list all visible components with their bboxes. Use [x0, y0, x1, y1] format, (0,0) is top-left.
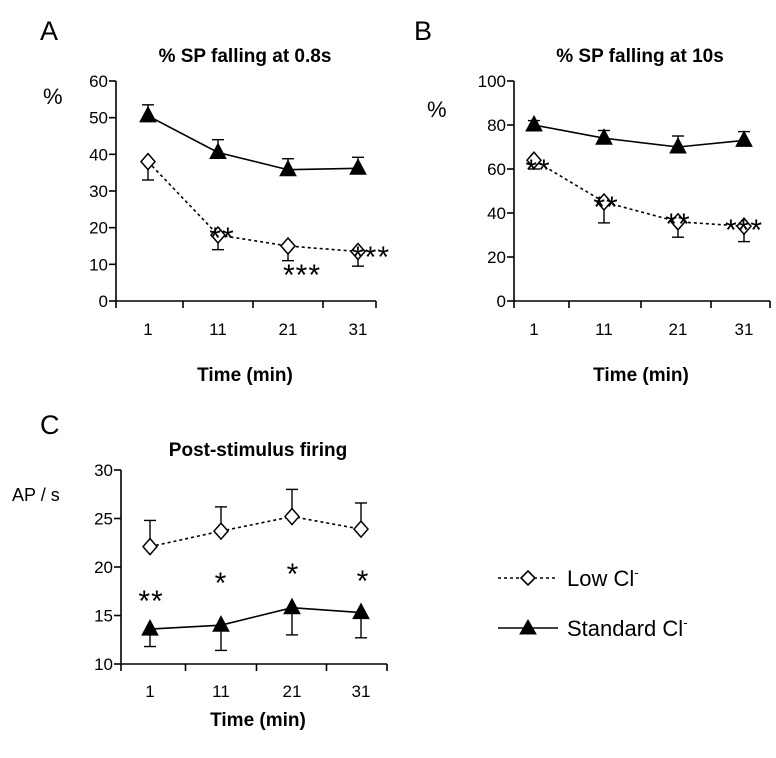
y-tick-label: 30: [94, 461, 113, 480]
standard-cl-point: [669, 136, 687, 154]
standard-cl-point: [141, 619, 159, 636]
panel-a-y-label: %: [43, 84, 63, 109]
low-cl-line: [147, 161, 359, 253]
panel-a-letter: A: [40, 16, 58, 46]
standard-cl-line: [147, 115, 359, 171]
low-cl-point: [353, 520, 369, 539]
panel-b-x-title: Time (min): [593, 365, 689, 386]
x-tick-label: 11: [595, 320, 613, 339]
x-tick-label: 1: [143, 320, 152, 339]
y-tick-label: 40: [487, 204, 506, 223]
x-tick-label: 31: [735, 320, 754, 339]
y-tick-label: 10: [94, 655, 113, 674]
panel-c-x-title: Time (min): [210, 710, 306, 731]
low-cl-point: [350, 242, 366, 261]
x-tick-label: 21: [279, 320, 298, 339]
y-tick-label: 25: [94, 510, 113, 529]
significance-label: **: [525, 154, 550, 187]
significance-label: **: [593, 191, 618, 224]
legend-low-label: Low Cl-: [567, 565, 639, 591]
standard-cl-point: [735, 130, 753, 147]
low-cl-point: [284, 507, 300, 526]
x-tick-label: 31: [349, 320, 368, 339]
x-tick-label: 1: [145, 682, 154, 701]
y-tick-label: 20: [487, 248, 506, 267]
panel-b-y-label: %: [427, 97, 447, 122]
significance-label: **: [209, 222, 234, 255]
significance-label: ***: [352, 241, 390, 274]
panel-a-x-title: Time (min): [197, 365, 293, 386]
y-tick-label: 10: [89, 255, 108, 274]
panel-c-title: Post-stimulus firing: [169, 440, 347, 461]
y-tick-label: 60: [487, 160, 506, 179]
low-cl-point: [280, 236, 296, 256]
standard-cl-point: [212, 615, 230, 632]
standard-cl-point: [595, 128, 613, 145]
y-tick-label: 15: [94, 607, 113, 626]
legend-low-marker: [519, 569, 537, 587]
legend-std-label: Standard Cl-: [567, 615, 688, 641]
standard-cl-point: [525, 114, 543, 132]
low-cl-line: [149, 515, 362, 548]
low-cl-point: [142, 537, 158, 556]
legend-std-marker: [519, 618, 537, 635]
low-cl-point: [670, 212, 686, 231]
y-tick-label: 0: [497, 292, 506, 311]
y-tick-label: 40: [89, 145, 108, 164]
y-tick-label: 80: [487, 116, 506, 135]
significance-label: *: [357, 565, 370, 598]
standard-cl-point: [352, 602, 370, 620]
y-tick-label: 30: [89, 182, 108, 201]
significance-label: *: [215, 567, 228, 600]
panel-b-title: % SP falling at 10s: [556, 46, 724, 67]
low-cl-point: [210, 225, 226, 245]
y-tick-label: 50: [89, 109, 108, 128]
x-tick-label: 31: [352, 682, 371, 701]
standard-cl-line: [149, 606, 362, 630]
x-tick-label: 1: [529, 320, 538, 339]
panel-c-letter: C: [40, 410, 60, 440]
y-tick-label: 0: [99, 292, 108, 311]
standard-cl-point: [209, 142, 227, 159]
standard-cl-point: [349, 158, 367, 175]
y-tick-label: 100: [478, 72, 506, 91]
y-tick-label: 20: [94, 558, 113, 577]
panel-b-letter: B: [414, 16, 432, 46]
low-cl-line: [533, 159, 745, 227]
low-cl-point: [736, 217, 752, 236]
y-tick-label: 20: [89, 219, 108, 238]
panel-b: B % SP falling at 10s % Time (min) 0 20 40…: [414, 16, 771, 386]
significance-label: **: [665, 208, 690, 241]
low-cl-point: [213, 521, 229, 541]
x-tick-label: 21: [283, 682, 302, 701]
panel-a: A % SP falling at 0.8s % Time (min) 0 10 2…: [40, 16, 390, 386]
standard-cl-line: [533, 124, 745, 148]
x-tick-label: 11: [209, 320, 227, 339]
x-tick-label: 11: [212, 682, 230, 701]
low-cl-point: [596, 192, 612, 212]
standard-cl-point: [139, 105, 157, 123]
x-tick-label: 21: [669, 320, 688, 339]
standard-cl-point: [279, 159, 297, 177]
panel-a-title: % SP falling at 0.8s: [159, 46, 332, 67]
significance-label: ***: [283, 259, 321, 292]
significance-label: **: [138, 585, 163, 618]
low-cl-point: [526, 151, 542, 170]
y-tick-label: 60: [89, 72, 108, 91]
significance-label: ***: [725, 214, 763, 247]
legend: Low Cl- Standard Cl-: [498, 565, 688, 641]
panel-c: C Post-stimulus firing AP / s Time (min)…: [12, 410, 388, 731]
panel-c-y-label: AP / s: [12, 485, 60, 505]
significance-label: *: [287, 558, 300, 591]
standard-cl-point: [283, 597, 301, 615]
low-cl-point: [140, 152, 156, 171]
